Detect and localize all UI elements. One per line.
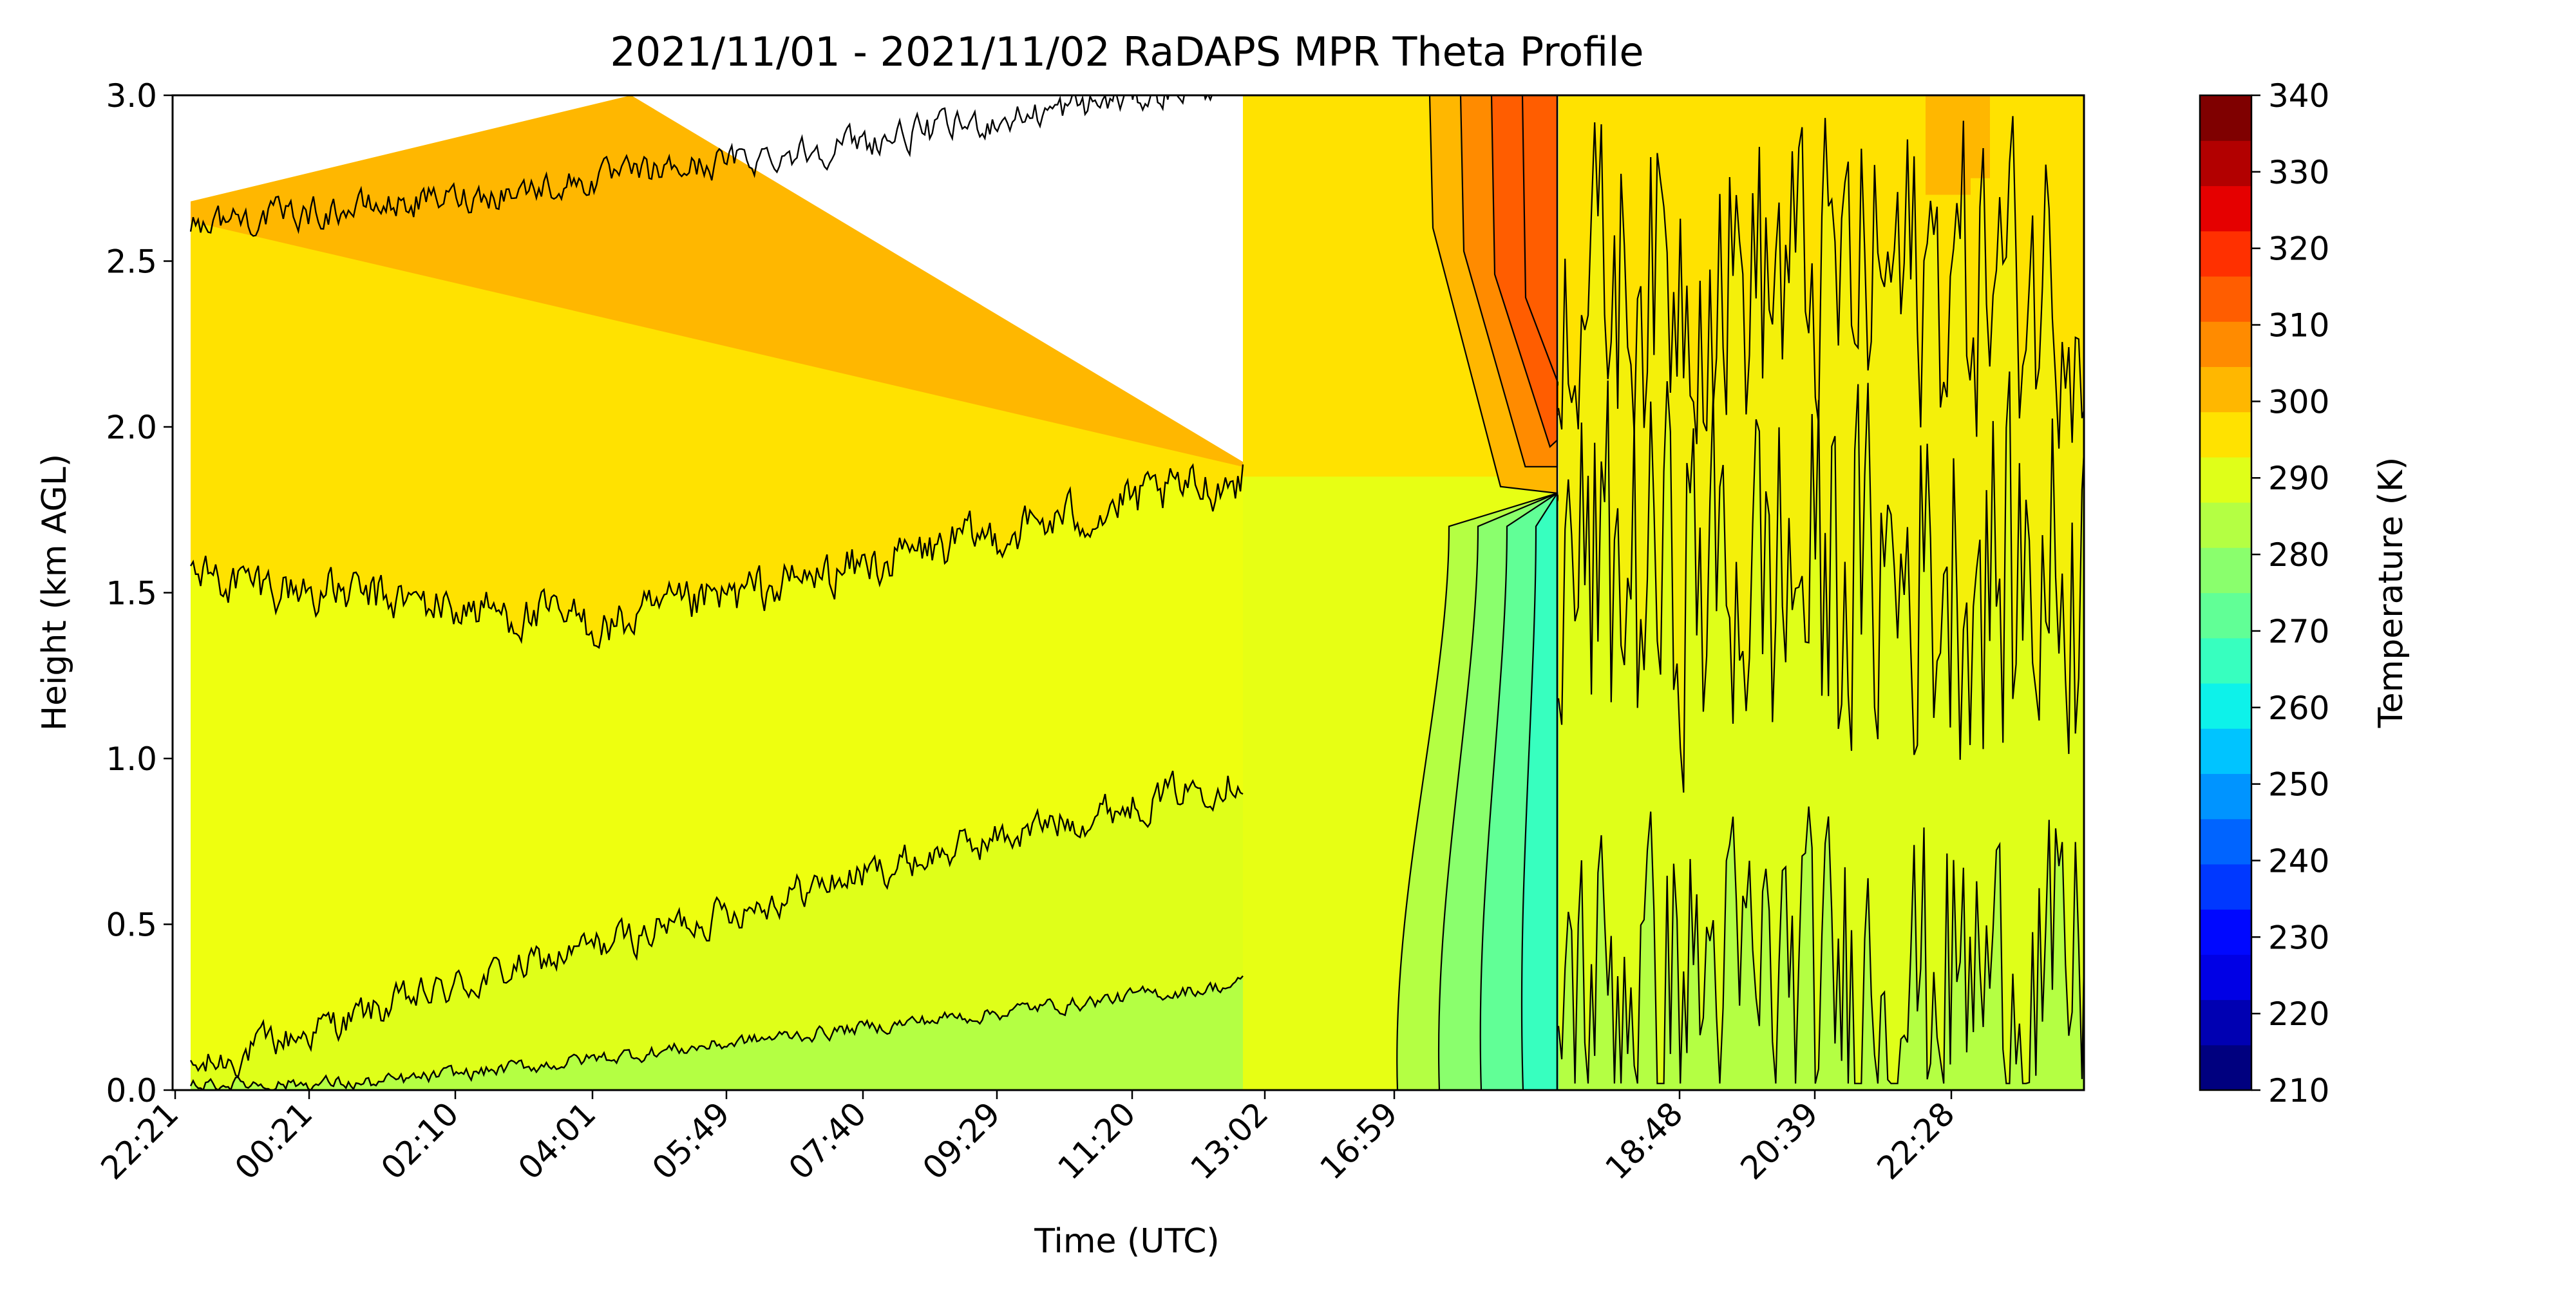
colorbar-swatch bbox=[2200, 547, 2251, 594]
x-tick-label: 04:01 bbox=[511, 1095, 603, 1187]
y-tick-label: 0.5 bbox=[106, 907, 157, 944]
isoline-zone1-1 bbox=[189, 770, 1244, 1078]
x-tick-label: 20:39 bbox=[1734, 1095, 1826, 1187]
x-axis: 22:21 00:21 02:10 04:01 05:49 07:40 09:29 11:20… bbox=[94, 1090, 1962, 1187]
no-data-strip bbox=[173, 95, 191, 1090]
colorbar-tick-label: 240 bbox=[2268, 842, 2329, 880]
contour-band-285 bbox=[191, 975, 1243, 1090]
colorbar-swatch bbox=[2200, 592, 2251, 639]
isoline-zone1-0 bbox=[189, 975, 1244, 1090]
y-tick-label: 1.0 bbox=[106, 740, 157, 778]
colorbar-tick-label: 300 bbox=[2268, 383, 2329, 420]
colorbar-tick-label: 260 bbox=[2268, 690, 2329, 727]
colorbar-swatch bbox=[2200, 276, 2251, 322]
isoline-zone3-2 bbox=[1557, 116, 2084, 449]
colorbar-swatch bbox=[2200, 637, 2251, 684]
colorbar-swatch bbox=[2200, 909, 2251, 955]
isoline-zone1-2 bbox=[189, 463, 1244, 649]
colorbar-swatch bbox=[2200, 95, 2251, 141]
colorbar-label: Temperature (K) bbox=[2372, 457, 2410, 729]
colorbar-swatch bbox=[2200, 411, 2251, 458]
colorbar-swatch bbox=[2200, 1044, 2251, 1091]
x-tick-label: 16:59 bbox=[1313, 1095, 1405, 1187]
y-tick-label: 1.5 bbox=[106, 575, 157, 612]
y-axis-label: Height (km AGL) bbox=[35, 454, 74, 731]
x-tick-label: 18:48 bbox=[1598, 1095, 1690, 1187]
colorbar-tick-label: 310 bbox=[2268, 307, 2329, 344]
x-tick-label: 02:10 bbox=[374, 1095, 466, 1187]
colorbar-swatch bbox=[2200, 863, 2251, 910]
colorbar-tick-label: 270 bbox=[2268, 613, 2329, 650]
plot-area bbox=[173, 95, 2084, 1090]
x-tick-label: 00:21 bbox=[228, 1095, 320, 1187]
colorbar-tick-label: 340 bbox=[2268, 77, 2329, 115]
x-tick-label: 07:40 bbox=[782, 1095, 874, 1187]
isoline-zone1-3 bbox=[189, 95, 1213, 237]
contour-lines bbox=[189, 95, 2084, 1090]
colorbar-ticks: 210 220 230 240 250 260 270 280 290 300 310 320 330 3… bbox=[2251, 77, 2329, 1109]
colorbar-swatch bbox=[2200, 683, 2251, 729]
y-tick-label: 0.0 bbox=[106, 1072, 157, 1109]
colorbar-tick-label: 330 bbox=[2268, 154, 2329, 191]
colorbar-tick-label: 230 bbox=[2268, 919, 2329, 956]
y-tick-label: 3.0 bbox=[106, 77, 157, 115]
colorbar-swatch bbox=[2200, 728, 2251, 775]
colorbar-tick-label: 210 bbox=[2268, 1072, 2329, 1109]
colorbar-swatch bbox=[2200, 502, 2251, 548]
x-tick-label: 13:02 bbox=[1184, 1095, 1276, 1187]
colorbar-swatch bbox=[2200, 185, 2251, 232]
no-data-gap bbox=[631, 95, 1385, 504]
colorbar-swatch bbox=[2200, 954, 2251, 1001]
colorbar-tick-label: 250 bbox=[2268, 766, 2329, 804]
colorbar-swatch bbox=[2200, 457, 2251, 503]
colorbar-tick-label: 320 bbox=[2268, 231, 2329, 268]
no-data-corner bbox=[191, 95, 631, 202]
y-tick-label: 2.0 bbox=[106, 409, 157, 446]
interp-cool-band-3 bbox=[1520, 491, 1558, 1090]
colorbar-tick-label: 290 bbox=[2268, 460, 2329, 497]
zone3-band-295 bbox=[1558, 116, 2084, 793]
isoline-zone3-0 bbox=[1557, 806, 2084, 1084]
y-tick-label: 2.5 bbox=[106, 243, 157, 281]
colorbar-swatch bbox=[2200, 321, 2251, 367]
x-tick-label: 11:20 bbox=[1051, 1095, 1143, 1187]
x-axis-label: Time (UTC) bbox=[1034, 1222, 1219, 1261]
colorbar-tick-label: 280 bbox=[2268, 536, 2329, 574]
colorbar-tick-label: 220 bbox=[2268, 995, 2329, 1033]
colorbar-swatch bbox=[2200, 999, 2251, 1046]
colorbar-swatch bbox=[2200, 140, 2251, 187]
contour-band-290 bbox=[191, 771, 1243, 1090]
colorbar bbox=[2199, 94, 2253, 1091]
contour-band-290-295 bbox=[191, 464, 1243, 1077]
colorbar-frame bbox=[2199, 94, 2253, 1091]
y-axis: 0.0 0.5 1.0 1.5 2.0 2.5 3.0 bbox=[106, 77, 173, 1109]
isoline-zone3-1 bbox=[1557, 371, 2084, 793]
x-tick-label: 05:49 bbox=[645, 1095, 737, 1187]
zone3-band-285 bbox=[1558, 806, 2084, 1090]
colorbar-swatch bbox=[2200, 231, 2251, 277]
colorbar-swatch bbox=[2200, 773, 2251, 820]
x-tick-label: 22:28 bbox=[1870, 1095, 1962, 1187]
chart-title: 2021/11/01 - 2021/11/02 RaDAPS MPR Theta… bbox=[610, 28, 1643, 75]
colorbar-swatch bbox=[2200, 366, 2251, 413]
x-tick-label: 09:29 bbox=[916, 1095, 1008, 1187]
colorbar-swatch bbox=[2200, 818, 2251, 865]
